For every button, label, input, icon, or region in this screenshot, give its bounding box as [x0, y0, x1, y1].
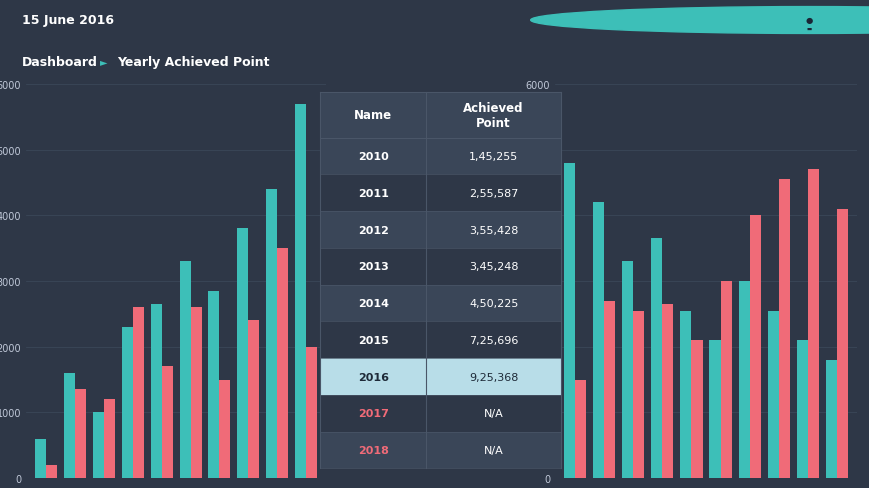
Bar: [248, 321, 259, 478]
Bar: [46, 465, 57, 478]
FancyBboxPatch shape: [320, 285, 561, 322]
Bar: [621, 262, 633, 478]
Bar: [825, 360, 836, 478]
Bar: [593, 203, 604, 478]
Text: 1,45,255: 1,45,255: [468, 152, 518, 162]
Text: Achieved
Point: Achieved Point: [463, 102, 523, 129]
Bar: [633, 311, 644, 478]
Bar: [661, 305, 673, 478]
Bar: [190, 308, 202, 478]
Bar: [36, 439, 46, 478]
Bar: [266, 190, 277, 478]
FancyBboxPatch shape: [320, 139, 561, 175]
Text: 7,25,696: 7,25,696: [468, 335, 518, 345]
Bar: [295, 104, 306, 478]
Bar: [104, 400, 115, 478]
Text: 2012: 2012: [357, 225, 388, 235]
Text: 3,45,248: 3,45,248: [468, 262, 518, 272]
Bar: [738, 282, 749, 478]
Bar: [709, 341, 720, 478]
Text: 2015: 2015: [357, 335, 388, 345]
Text: 9,25,368: 9,25,368: [468, 372, 518, 382]
Text: 15 June 2016: 15 June 2016: [22, 15, 114, 27]
Text: Dashboard: Dashboard: [22, 56, 97, 69]
FancyBboxPatch shape: [320, 359, 561, 395]
Text: 2011: 2011: [357, 188, 388, 199]
Bar: [162, 367, 173, 478]
Bar: [209, 291, 219, 478]
Bar: [219, 380, 230, 478]
Text: 3,55,428: 3,55,428: [468, 225, 518, 235]
Bar: [179, 262, 190, 478]
Text: 2,55,587: 2,55,587: [468, 188, 518, 199]
Bar: [237, 229, 248, 478]
FancyBboxPatch shape: [320, 175, 561, 212]
FancyBboxPatch shape: [320, 322, 561, 359]
Text: John Doe: John Doe: [715, 15, 778, 27]
Text: ►: ►: [100, 57, 108, 67]
FancyBboxPatch shape: [320, 212, 561, 248]
Text: 2013: 2013: [357, 262, 388, 272]
Bar: [806, 170, 818, 478]
Text: Yearly Achieved Point: Yearly Achieved Point: [117, 56, 269, 69]
Bar: [836, 209, 846, 478]
Bar: [766, 311, 778, 478]
Text: ▬: ▬: [806, 27, 811, 32]
FancyBboxPatch shape: [320, 248, 561, 285]
Bar: [796, 341, 806, 478]
Text: 2018: 2018: [357, 445, 388, 455]
Bar: [277, 249, 288, 478]
Bar: [691, 341, 701, 478]
Bar: [720, 282, 731, 478]
Text: 2010: 2010: [357, 152, 388, 162]
FancyBboxPatch shape: [320, 93, 561, 139]
Text: 2014: 2014: [357, 299, 388, 308]
Bar: [680, 311, 691, 478]
Bar: [749, 216, 760, 478]
Bar: [133, 308, 143, 478]
Text: 2017: 2017: [357, 408, 388, 419]
Bar: [778, 180, 789, 478]
Bar: [564, 163, 574, 478]
Text: 2016: 2016: [357, 372, 388, 382]
Bar: [306, 347, 316, 478]
Text: 4,50,225: 4,50,225: [468, 299, 518, 308]
Text: N/A: N/A: [483, 408, 503, 419]
Text: N/A: N/A: [483, 445, 503, 455]
Bar: [604, 301, 614, 478]
FancyBboxPatch shape: [320, 395, 561, 432]
Bar: [93, 413, 104, 478]
FancyBboxPatch shape: [320, 432, 561, 468]
Text: Name: Name: [354, 109, 392, 122]
Circle shape: [530, 7, 869, 34]
Bar: [150, 305, 162, 478]
Text: ●: ●: [805, 16, 812, 24]
Bar: [64, 373, 75, 478]
Bar: [651, 239, 661, 478]
Bar: [122, 327, 133, 478]
Bar: [75, 390, 86, 478]
Bar: [574, 380, 586, 478]
